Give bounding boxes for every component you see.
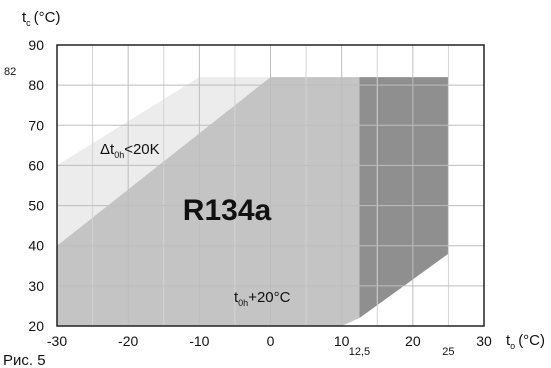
x-axis-title: to (°C) (506, 332, 545, 351)
y-tick-label: 60 (28, 157, 44, 173)
annotation-t0h-plus-20: t0h+20°C (234, 289, 291, 308)
x-tick-label: -30 (47, 333, 67, 349)
annotation-delta-t0h: Δt0h<20K (100, 141, 160, 160)
y-tick-label: 50 (28, 198, 44, 214)
x-tick-label: 10 (334, 333, 350, 349)
ticks-layer: -30 -20 -10 0 10 20 30 12,5 25 20 30 40 50 60 70 80 90 82 (4, 37, 492, 358)
y-tick-label: 30 (28, 278, 44, 294)
y-extra-tick-label: 82 (4, 66, 16, 78)
x-tick-label: 0 (267, 333, 275, 349)
y-tick-label: 90 (28, 37, 44, 53)
x-extra-tick-label: 12,5 (349, 346, 370, 358)
x-extra-tick-label: 25 (442, 346, 454, 358)
figure-caption: Рис. 5 (3, 352, 46, 368)
y-axis-title: tc (°C) (22, 9, 61, 28)
chart-title-r134a: R134a (183, 194, 272, 227)
y-tick-label: 40 (28, 238, 44, 254)
y-tick-label: 20 (28, 318, 44, 334)
plot-frame (56, 44, 485, 327)
grid-layer (56, 44, 485, 327)
x-tick-label: 30 (476, 333, 492, 349)
x-tick-label: 20 (405, 333, 421, 349)
region-extended-envelope (359, 77, 449, 318)
y-tick-label: 70 (28, 117, 44, 133)
x-tick-label: -20 (118, 333, 138, 349)
y-tick-label: 80 (28, 77, 44, 93)
x-tick-label: -10 (189, 333, 209, 349)
region-main-envelope (57, 77, 360, 326)
